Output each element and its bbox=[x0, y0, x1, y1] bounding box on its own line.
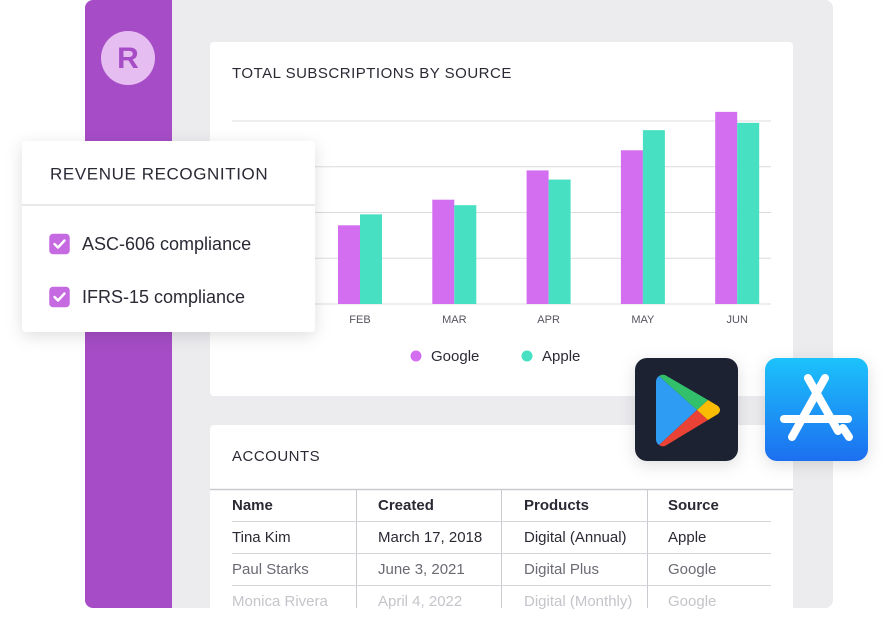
table-cell: Digital (Annual) bbox=[524, 529, 627, 546]
bar bbox=[737, 122, 760, 304]
bar bbox=[715, 111, 738, 304]
chart-title: TOTAL SUBSCRIPTIONS BY SOURCE bbox=[232, 65, 512, 82]
table-cell: Tina Kim bbox=[232, 529, 291, 546]
column-header: Name bbox=[232, 497, 273, 514]
x-tick-label: JUN bbox=[727, 314, 748, 326]
table-cell: Paul Starks bbox=[232, 561, 309, 578]
table-cell: June 3, 2021 bbox=[378, 561, 465, 578]
app-store-logo bbox=[780, 374, 853, 441]
table-cell: Apple bbox=[668, 529, 706, 546]
column-header: Source bbox=[668, 497, 719, 514]
legend-label: Google bbox=[431, 348, 479, 365]
logo[interactable] bbox=[101, 31, 155, 85]
accounts-title: ACCOUNTS bbox=[232, 448, 320, 465]
bar bbox=[338, 225, 360, 304]
logo-letter: R bbox=[117, 42, 139, 75]
legend-swatch bbox=[410, 350, 422, 362]
table-cell: Digital Plus bbox=[524, 561, 599, 578]
checkbox[interactable] bbox=[49, 286, 70, 308]
table-cell: Google bbox=[668, 593, 716, 610]
bar bbox=[360, 214, 382, 304]
google-play-logo bbox=[656, 374, 720, 447]
bar bbox=[432, 199, 455, 304]
checkbox[interactable] bbox=[49, 233, 70, 255]
x-tick-label: APR bbox=[537, 314, 560, 326]
revenue-card bbox=[22, 141, 315, 332]
column-header: Created bbox=[378, 497, 434, 514]
accounts-table: Name Created Products Source Tina Kim March 1… bbox=[232, 489, 771, 610]
x-tick-label: MAY bbox=[631, 314, 655, 326]
bar bbox=[548, 179, 571, 304]
chart: FEB MAR APR MAY JUN Google Apple bbox=[232, 111, 771, 365]
legend-swatch bbox=[521, 350, 533, 362]
table-cell: Monica Rivera bbox=[232, 593, 329, 610]
checkmark bbox=[53, 292, 66, 302]
column-header: Products bbox=[524, 497, 589, 514]
table-cell: Google bbox=[668, 561, 716, 578]
checkmark bbox=[53, 239, 66, 249]
legend-label: Apple bbox=[542, 348, 580, 365]
table-cell: April 4, 2022 bbox=[378, 593, 462, 610]
bar bbox=[454, 205, 477, 304]
revenue-card-bg bbox=[22, 141, 315, 332]
table-cell: Digital (Monthly) bbox=[524, 593, 632, 610]
table-cell: March 17, 2018 bbox=[378, 529, 482, 546]
app-store-icon[interactable] bbox=[765, 358, 868, 461]
x-tick-label: FEB bbox=[349, 314, 370, 326]
revenue-items: ASC-606 compliance IFRS-15 compliance bbox=[49, 233, 251, 308]
checkbox-label: IFRS-15 compliance bbox=[82, 287, 245, 307]
x-tick-label: MAR bbox=[442, 314, 467, 326]
bar bbox=[642, 130, 665, 304]
checkbox-label: ASC-606 compliance bbox=[82, 234, 251, 254]
revenue-title: REVENUE RECOGNITION bbox=[50, 164, 268, 183]
bar bbox=[526, 170, 549, 304]
bar bbox=[620, 150, 643, 304]
